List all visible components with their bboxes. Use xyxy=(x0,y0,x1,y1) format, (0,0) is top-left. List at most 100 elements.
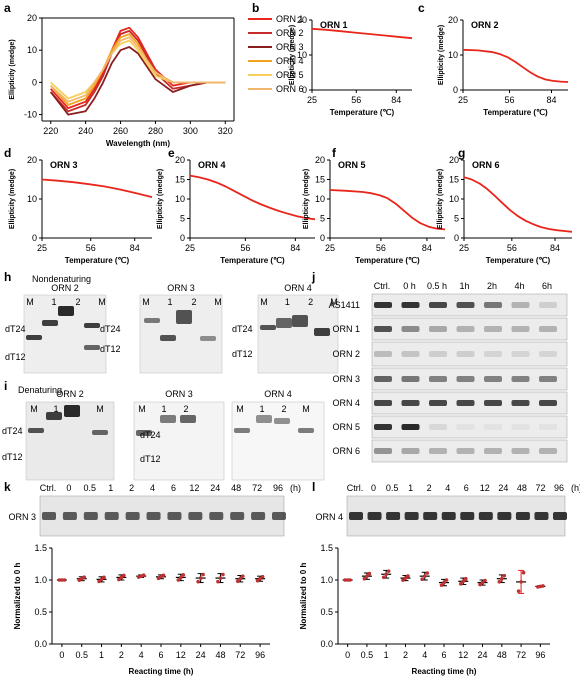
column-label: 12 xyxy=(480,483,490,493)
gel-band xyxy=(230,512,245,520)
gel-band xyxy=(62,512,77,520)
data-point xyxy=(60,578,64,582)
data-point xyxy=(384,572,388,577)
data-point xyxy=(161,573,166,578)
gel-j-row: ORN 6 xyxy=(332,439,568,463)
gel-band xyxy=(484,448,502,454)
gel-band xyxy=(180,415,196,423)
x-tick-label: 56 xyxy=(376,243,386,253)
gel-strip xyxy=(371,439,568,463)
data-point xyxy=(179,575,183,580)
gel-band xyxy=(401,326,420,332)
column-label: 48 xyxy=(517,483,527,493)
gel-band xyxy=(160,415,176,423)
gel-band xyxy=(511,326,530,332)
gel-band xyxy=(234,428,250,433)
data-point xyxy=(362,576,367,581)
gel-band xyxy=(260,325,276,330)
lane-label: 2 xyxy=(281,404,286,414)
x-tick-label: 56 xyxy=(86,243,96,253)
x-axis-label: Reacting time (h) xyxy=(129,667,194,676)
x-tick-label: 25 xyxy=(185,243,195,253)
gel-strip xyxy=(371,317,568,341)
x-axis-label: Temperature (℃) xyxy=(486,256,551,265)
series-line xyxy=(50,33,226,106)
y-axis-label: Ellipticity (medge) xyxy=(9,169,16,229)
gel-band xyxy=(429,424,447,430)
data-point xyxy=(521,570,526,575)
chart-c: 25 56 84 0 10 20 Temperature (℃) Ellipticity (m… xyxy=(438,15,569,117)
gel-band xyxy=(456,376,475,382)
lane-label: M xyxy=(96,404,104,414)
x-tick-label: 220 xyxy=(43,126,58,136)
x-tick-label: 260 xyxy=(113,126,128,136)
column-label: 4 xyxy=(445,483,450,493)
gel-band xyxy=(553,512,567,520)
legend-a: ORN 1 ORN 2 ORN 3 ORN 4 ORN 5 ORN 6 xyxy=(248,14,304,94)
gel-band xyxy=(539,302,557,308)
x-tick-label: 84 xyxy=(550,243,560,253)
data-point xyxy=(141,573,146,577)
data-point xyxy=(97,579,101,584)
gel-strip xyxy=(371,341,568,367)
lane-label: M xyxy=(142,297,150,307)
gel-title: ORN 4 xyxy=(284,283,312,293)
x-tick-label: 84 xyxy=(546,95,556,105)
gel-band xyxy=(386,512,401,520)
row-label: ORN 2 xyxy=(332,349,360,359)
x-tick-label: 56 xyxy=(240,243,250,253)
x-tick-label: 2 xyxy=(403,650,408,660)
x-tick-label: 24 xyxy=(196,650,206,660)
marker-label-dT24: dT24 xyxy=(232,324,253,334)
chart-g: 25 56 84 0 5 10 15 20 Temperature (℃) Ellipticity… xyxy=(437,155,573,265)
x-tick-label: 0.5 xyxy=(75,650,88,660)
x-tick-label: 72 xyxy=(516,650,526,660)
data-point xyxy=(82,575,87,579)
marker-label-dT24: dT24 xyxy=(140,430,161,440)
x-tick-label: 4 xyxy=(422,650,427,660)
lane-label: 1 xyxy=(259,404,264,414)
x-axis-label: Temperature (℃) xyxy=(355,256,420,265)
gel-band xyxy=(401,448,420,454)
series-line xyxy=(463,176,573,233)
y-tick-label: 20 xyxy=(175,155,185,165)
gel-band xyxy=(367,512,382,520)
y-tick-label: 10 xyxy=(27,45,37,55)
x-tick-label: 84 xyxy=(391,95,401,105)
gel-band xyxy=(374,326,392,332)
lane-label: 1 xyxy=(285,297,290,307)
row-label: ORN 3 xyxy=(332,374,360,384)
y-axis-label: Normalized to 0 h xyxy=(299,563,308,630)
legend-label: ORN 1 xyxy=(276,14,304,24)
gel-band xyxy=(511,400,530,406)
y-tick-label: 0.5 xyxy=(34,607,47,617)
column-label: 2 xyxy=(427,483,432,493)
data-point xyxy=(480,580,485,585)
x-tick-label: 25 xyxy=(459,243,469,253)
gel-band xyxy=(188,512,203,520)
series-line xyxy=(462,48,569,83)
gel-j-row: ORN 3 xyxy=(332,367,568,391)
x-tick-label: 12 xyxy=(176,650,186,660)
y-tick-label: 10 xyxy=(27,194,37,204)
gel-band xyxy=(42,320,58,326)
data-point xyxy=(497,579,502,584)
gel-band xyxy=(456,424,475,430)
gel-band xyxy=(42,512,56,520)
gel-h-1: ORN 2 M 1 2 M xyxy=(23,283,107,374)
gel-band xyxy=(484,302,502,308)
data-point xyxy=(201,572,205,577)
data-point xyxy=(478,582,482,587)
gel-background xyxy=(139,294,223,374)
y-axis-label: Ellipticity (medge) xyxy=(438,25,445,85)
series-line xyxy=(189,174,316,221)
gel-band xyxy=(511,424,530,430)
y-tick-label: 1.5 xyxy=(34,543,47,553)
gel-band xyxy=(146,512,161,520)
unit-label: (h) xyxy=(290,483,301,493)
marker-label-dT12: dT12 xyxy=(2,452,23,462)
x-tick-label: 0 xyxy=(59,650,64,660)
x-tick-label: 72 xyxy=(235,650,245,660)
x-tick-label: 0.5 xyxy=(361,650,374,660)
chart-title: ORN 5 xyxy=(338,160,366,170)
